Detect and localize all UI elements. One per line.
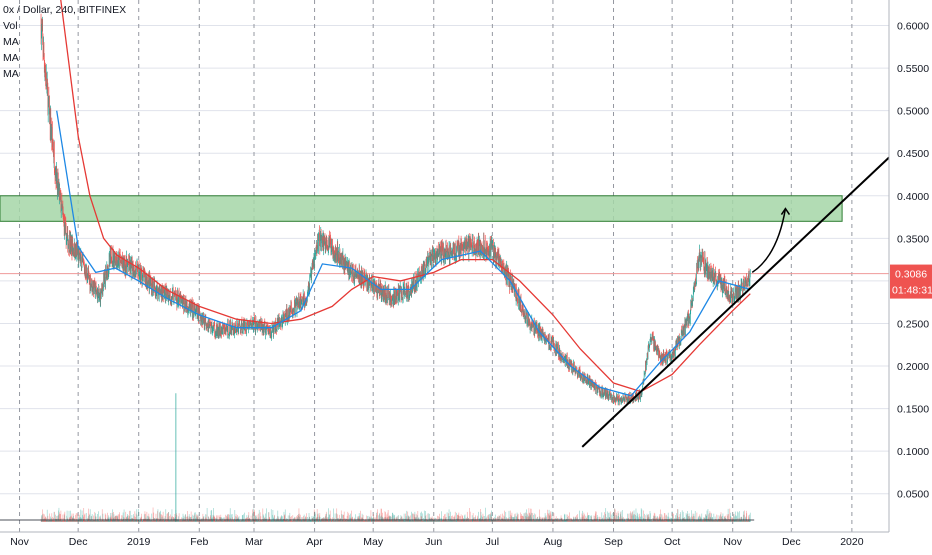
indicator-ma-label-1[interactable]: MA (3, 36, 19, 48)
price-tag-value: 0.3086 (895, 269, 927, 281)
indicator-vol-label[interactable]: Vol (3, 20, 18, 32)
projection-arrow (751, 208, 787, 274)
y-tick-label: 0.2000 (897, 361, 929, 373)
x-tick-label: 2020 (840, 536, 864, 548)
y-tick-label: 0.6000 (897, 21, 929, 33)
time-axis (0, 532, 932, 550)
x-tick-label: Aug (544, 536, 563, 548)
volume-group (40, 393, 751, 522)
chart-title: 0x / Dollar, 240, BITFINEX (3, 4, 127, 16)
ma-fast-line (56, 110, 751, 397)
arrow-head (780, 207, 791, 215)
x-tick-label: Apr (306, 536, 323, 548)
x-tick-label: Oct (664, 536, 680, 548)
y-tick-label: 0.3500 (897, 233, 929, 245)
y-tick-label: 0.0500 (897, 489, 929, 501)
x-tick-label: Feb (190, 536, 208, 548)
y-tick-label: 0.1500 (897, 404, 929, 416)
x-tick-label: May (363, 536, 384, 548)
x-tick-label: Jun (425, 536, 442, 548)
y-tick-label: 0.5500 (897, 63, 929, 75)
indicator-ma-label-2[interactable]: MA (3, 52, 19, 64)
y-tick-label: 0.5000 (897, 106, 929, 118)
ma-slow-line (60, 0, 751, 393)
x-tick-label: Nov (723, 536, 742, 548)
x-tick-label: Dec (69, 536, 88, 548)
y-tick-label: 0.4000 (897, 191, 929, 203)
price-tag (890, 264, 932, 299)
x-tick-label: 2019 (127, 536, 151, 548)
x-tick-label: Dec (782, 536, 801, 548)
price-tag-countdown: 01:48:31 (892, 285, 932, 297)
indicator-ma-label-3[interactable]: MA (3, 68, 19, 80)
x-tick-label: Sep (604, 536, 623, 548)
y-tick-label: 0.2500 (897, 318, 929, 330)
x-tick-label: Nov (10, 536, 29, 548)
resistance-zone (0, 195, 843, 222)
y-tick-label: 0.1000 (897, 446, 929, 458)
x-tick-label: Jul (486, 536, 499, 548)
y-tick-label: 0.4500 (897, 148, 929, 160)
trendline (581, 156, 890, 448)
x-tick-label: Mar (245, 536, 264, 548)
